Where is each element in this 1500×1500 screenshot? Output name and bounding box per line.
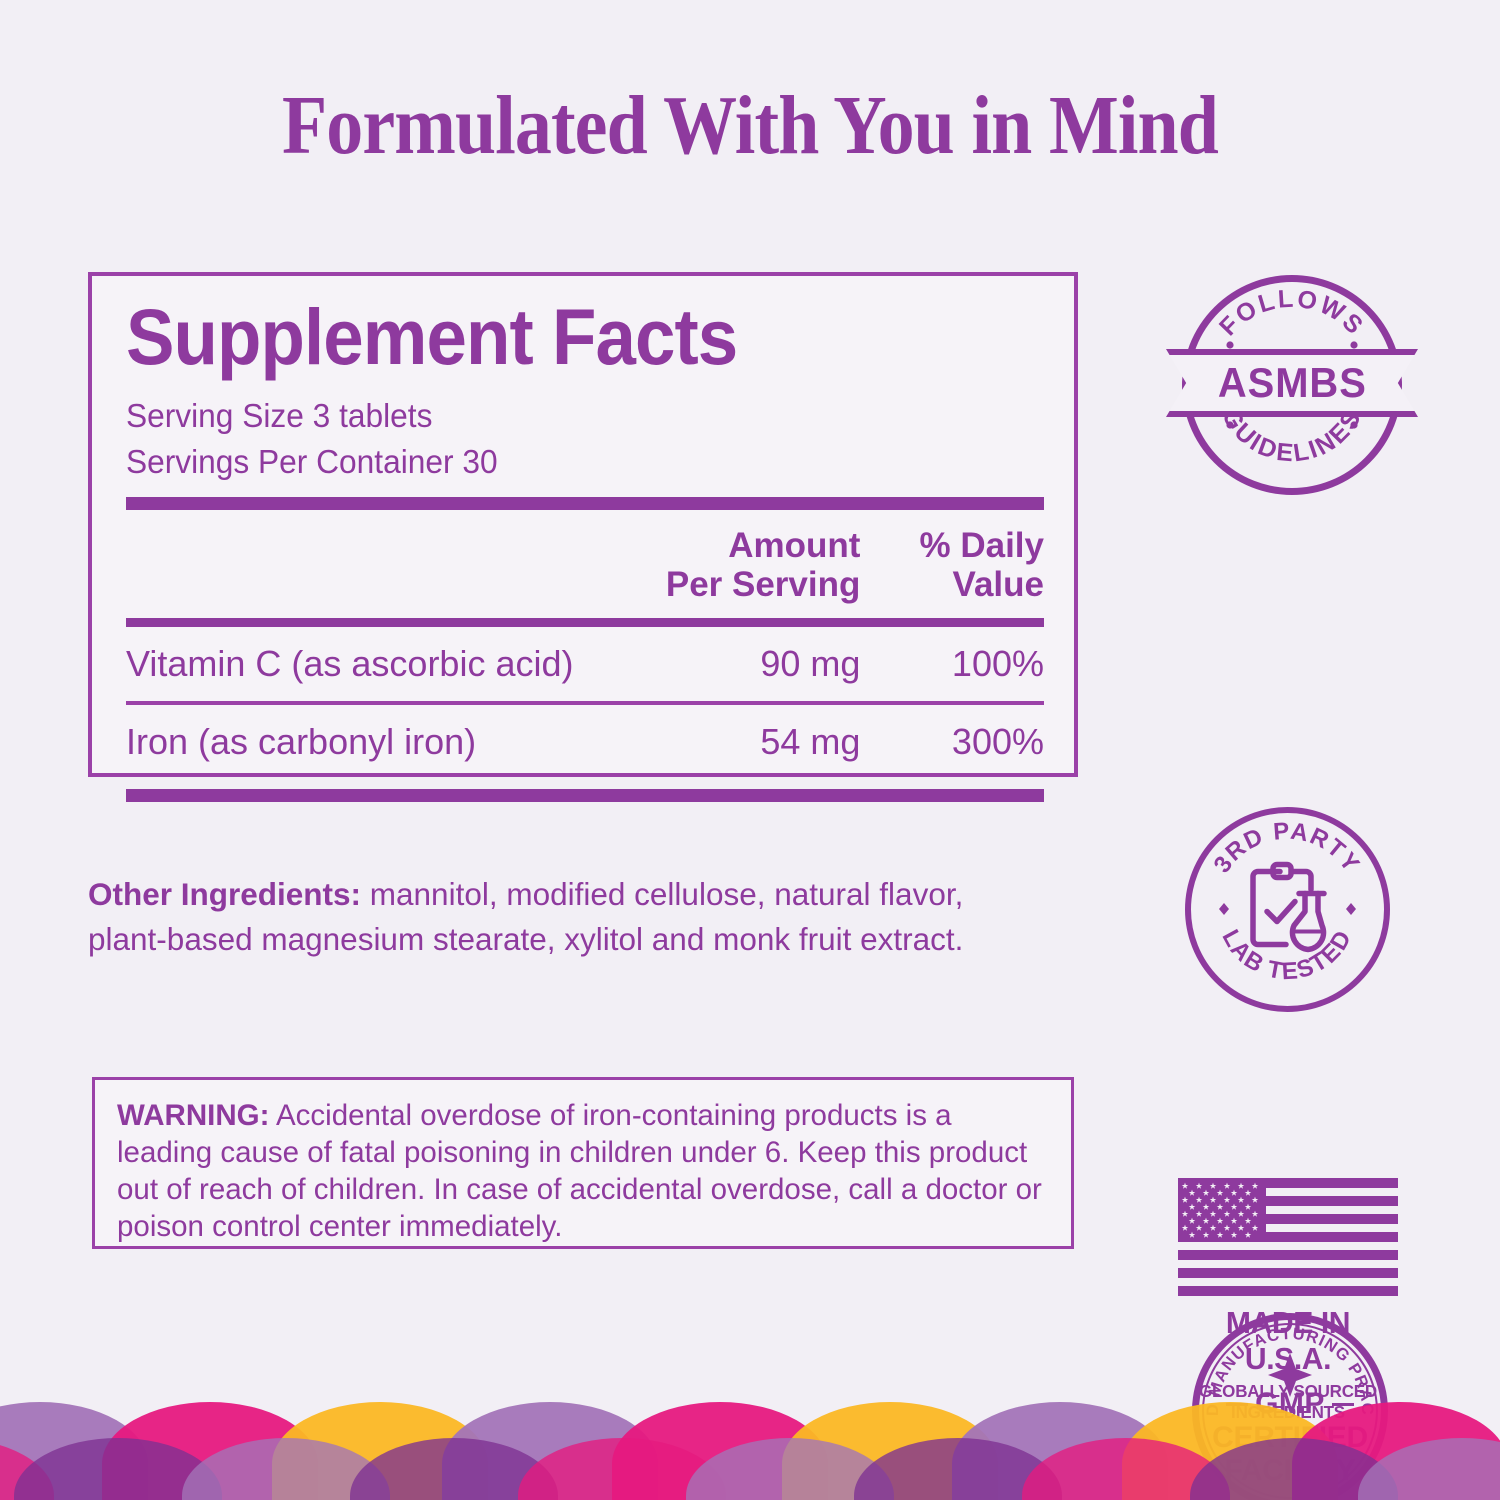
asmbs-badge: FOLLOWS GUIDELINES ASMBS: [1166, 275, 1418, 495]
gmp-arc-text: GOOD MANUFACTURING PRACTICE: [1185, 1299, 1388, 1500]
supplement-facts-heading: Supplement Facts: [126, 292, 738, 381]
lab-tested-badge: 3RD PARTY LAB TESTED: [1185, 807, 1390, 1012]
header-dv-line1: % Daily: [919, 526, 1045, 565]
header-cell-nutrient: [126, 510, 658, 618]
made-in-usa-label: MADE IN U.S.A.: [1225, 1305, 1351, 1376]
sparkle-right-icon: [1346, 903, 1356, 915]
asmbs-top-label: FOLLOWS: [1214, 285, 1367, 342]
row-amount-vitamin-c: 90 mg: [760, 643, 861, 684]
warning-text: Accidental overdose of iron-containing p…: [117, 1099, 1042, 1243]
table-top-rule: [126, 497, 1044, 510]
header-amount-line2: Per Serving: [665, 565, 861, 604]
clipboard-flask-icon: [1236, 859, 1340, 960]
asmbs-dot-tl: [1226, 341, 1234, 349]
table-bottom-rule: [126, 789, 1044, 802]
asmbs-dot-tr: [1350, 341, 1358, 349]
asmbs-ribbon: ASMBS: [1166, 349, 1418, 417]
header-cell-daily-value: % Daily Value: [860, 510, 1045, 618]
page-title: Formulated With You in Mind: [281, 79, 1219, 172]
other-ingredients-text: mannitol, modified cellulose, natural fl…: [88, 876, 964, 957]
asmbs-dot-br: [1350, 421, 1358, 429]
servings-per-container-text: Servings Per Container 30: [126, 443, 498, 480]
gmp-dash-right-icon: [1331, 1402, 1354, 1406]
supplement-facts-panel: Supplement Facts Serving Size 3 tablets …: [88, 272, 1078, 802]
header-dv-line2: Value: [952, 565, 1044, 604]
other-ingredients-label: Other Ingredients:: [88, 876, 362, 912]
serving-size-text: Serving Size 3 tablets: [126, 397, 433, 434]
warning-label: WARNING:: [117, 1099, 270, 1132]
lab-tested-arc-text: 3RD PARTY LAB TESTED: [1185, 807, 1390, 1012]
row-dv-vitamin-c: 100%: [951, 643, 1044, 684]
asmbs-dot-bl: [1226, 421, 1234, 429]
row-dv-iron: 300%: [951, 721, 1044, 762]
asmbs-center-label: ASMBS: [1217, 359, 1367, 406]
table-row: Iron (as carbonyl iron) 54 mg 300%: [126, 705, 1044, 779]
other-ingredients: Other Ingredients: mannitol, modified ce…: [88, 872, 968, 962]
warning-box: WARNING: Accidental overdose of iron-con…: [92, 1077, 1074, 1249]
table-header-row: Amount Per Serving % Daily Value: [126, 510, 1044, 618]
sparkle-left-icon: [1219, 903, 1229, 915]
gmp-sparkle-icon: [1268, 1353, 1312, 1397]
flag-canton: [1178, 1178, 1266, 1242]
decorative-scallop-border: [0, 1380, 1500, 1500]
row-amount-iron: 54 mg: [760, 721, 861, 762]
header-bottom-rule: [126, 618, 1044, 627]
supplement-facts-rows-2: Iron (as carbonyl iron) 54 mg 300%: [126, 705, 1044, 779]
svg-text:FOLLOWS: FOLLOWS: [1214, 285, 1370, 342]
supplement-facts-rows: Vitamin C (as ascorbic acid) 90 mg 100%: [126, 627, 1044, 701]
supplement-facts-table: Amount Per Serving % Daily Value: [126, 510, 1044, 618]
row-name-iron: Iron (as carbonyl iron): [126, 721, 477, 762]
row-divider-rule: [126, 701, 1044, 705]
warning-paragraph: WARNING: Accidental overdose of iron-con…: [117, 1097, 1049, 1245]
header-cell-amount: Amount Per Serving: [658, 510, 861, 618]
row-name-vitamin-c: Vitamin C (as ascorbic acid): [126, 643, 574, 684]
lab-tested-ring: [1185, 807, 1390, 1012]
table-row: Vitamin C (as ascorbic acid) 90 mg 100%: [126, 627, 1044, 701]
usa-flag-icon: [1178, 1178, 1398, 1296]
header-amount-line1: Amount: [728, 526, 861, 565]
